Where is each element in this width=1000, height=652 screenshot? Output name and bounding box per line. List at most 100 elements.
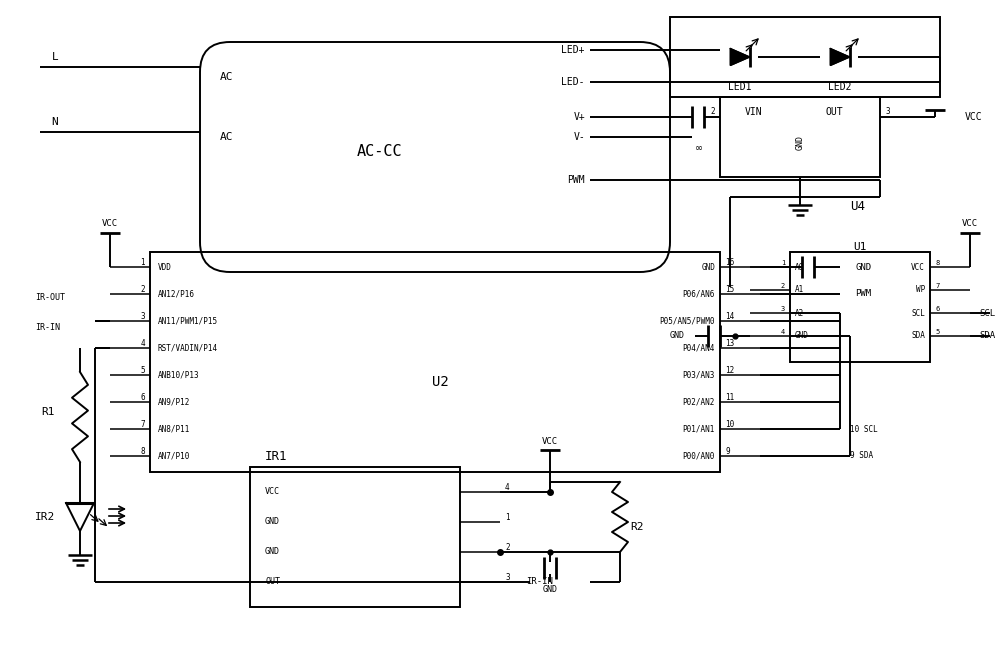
Text: 15: 15: [725, 285, 734, 294]
Text: VIN: VIN: [745, 107, 763, 117]
Text: 2: 2: [710, 108, 715, 117]
Text: OUT: OUT: [265, 578, 280, 587]
Text: 4: 4: [781, 329, 785, 335]
Text: 4: 4: [140, 339, 145, 348]
Text: 7: 7: [935, 283, 939, 289]
Text: ANB10/P13: ANB10/P13: [158, 370, 200, 379]
Text: GND: GND: [701, 263, 715, 271]
Text: LED2: LED2: [828, 82, 852, 92]
Text: VCC: VCC: [102, 220, 118, 228]
Text: U1: U1: [853, 242, 867, 252]
Text: 3: 3: [140, 312, 145, 321]
Text: P06/AN6: P06/AN6: [683, 289, 715, 299]
Text: 11: 11: [725, 393, 734, 402]
Text: GND: GND: [265, 518, 280, 527]
Text: AC: AC: [220, 132, 234, 142]
Text: GND: GND: [855, 263, 871, 271]
Text: IR2: IR2: [35, 512, 55, 522]
Text: 1: 1: [140, 258, 145, 267]
Polygon shape: [830, 49, 850, 65]
Text: AC: AC: [220, 72, 234, 82]
Text: R1: R1: [42, 407, 55, 417]
Text: 8: 8: [140, 447, 145, 456]
Text: 1: 1: [505, 514, 510, 522]
Text: IR-IN: IR-IN: [35, 323, 60, 331]
Text: GND: GND: [542, 585, 558, 595]
Text: GND: GND: [265, 548, 280, 557]
Text: GND: GND: [795, 331, 809, 340]
Text: 2: 2: [140, 285, 145, 294]
Text: LED-: LED-: [562, 77, 585, 87]
Text: SDA: SDA: [911, 331, 925, 340]
Text: LED+: LED+: [562, 45, 585, 55]
Text: 14: 14: [725, 312, 734, 321]
Text: P00/AN0: P00/AN0: [683, 451, 715, 460]
Text: VCC: VCC: [962, 220, 978, 228]
Text: 12: 12: [725, 366, 734, 375]
Text: RST/VADIN/P14: RST/VADIN/P14: [158, 344, 218, 353]
Text: SDA: SDA: [979, 331, 995, 340]
Text: 3: 3: [505, 574, 510, 582]
Text: SCL: SCL: [979, 308, 995, 318]
Text: 3: 3: [885, 108, 890, 117]
Bar: [150, 252, 720, 472]
Text: 16: 16: [725, 258, 734, 267]
Text: AN11/PWM1/P15: AN11/PWM1/P15: [158, 316, 218, 325]
Bar: [670, 17, 940, 97]
Text: 6: 6: [140, 393, 145, 402]
Text: AN12/P16: AN12/P16: [158, 289, 195, 299]
Bar: [790, 252, 930, 362]
Text: 8: 8: [935, 260, 939, 266]
Bar: [720, 97, 880, 177]
Text: IR-IN: IR-IN: [527, 578, 553, 587]
Text: A1: A1: [795, 286, 804, 295]
Text: P03/AN3: P03/AN3: [683, 370, 715, 379]
Text: N: N: [52, 117, 58, 127]
Text: 9 SDA: 9 SDA: [850, 451, 873, 460]
Text: IR-OUT: IR-OUT: [35, 293, 65, 301]
Text: AN7/P10: AN7/P10: [158, 451, 190, 460]
Text: V-: V-: [573, 132, 585, 142]
Text: VDD: VDD: [158, 263, 172, 271]
Text: 13: 13: [725, 339, 734, 348]
Text: 10: 10: [725, 420, 734, 429]
Text: VCC: VCC: [542, 437, 558, 447]
Text: L: L: [52, 52, 58, 62]
Bar: [250, 467, 460, 607]
Text: 10 SCL: 10 SCL: [850, 424, 878, 434]
Text: 5: 5: [935, 329, 939, 335]
Text: U4: U4: [850, 201, 865, 213]
Text: 1: 1: [781, 260, 785, 266]
Text: VCC: VCC: [965, 112, 983, 122]
Text: GND: GND: [796, 134, 804, 149]
Text: V+: V+: [573, 112, 585, 122]
Text: A2: A2: [795, 308, 804, 318]
Text: P02/AN2: P02/AN2: [683, 398, 715, 406]
Text: WP: WP: [916, 286, 925, 295]
Text: A0: A0: [795, 263, 804, 271]
Text: 4: 4: [505, 484, 510, 492]
Text: AC-CC: AC-CC: [357, 145, 403, 160]
Text: P05/AN5/PWM0: P05/AN5/PWM0: [660, 316, 715, 325]
Text: 2: 2: [505, 544, 510, 552]
Text: SCL: SCL: [911, 308, 925, 318]
Text: 2: 2: [781, 283, 785, 289]
Text: VCC: VCC: [911, 263, 925, 271]
Text: $\infty$: $\infty$: [694, 142, 702, 152]
Text: IR1: IR1: [265, 451, 288, 464]
Text: P01/AN1: P01/AN1: [683, 424, 715, 434]
Text: 5: 5: [140, 366, 145, 375]
Text: AN8/P11: AN8/P11: [158, 424, 190, 434]
Text: PWM: PWM: [567, 175, 585, 185]
Text: OUT: OUT: [825, 107, 843, 117]
Text: LED1: LED1: [728, 82, 752, 92]
Text: 6: 6: [935, 306, 939, 312]
Text: AN9/P12: AN9/P12: [158, 398, 190, 406]
Text: U2: U2: [432, 375, 448, 389]
Text: P04/AN4: P04/AN4: [683, 344, 715, 353]
Polygon shape: [730, 49, 750, 65]
Text: VCC: VCC: [265, 488, 280, 497]
Text: R2: R2: [630, 522, 644, 532]
Text: 7: 7: [140, 420, 145, 429]
Text: 3: 3: [781, 306, 785, 312]
